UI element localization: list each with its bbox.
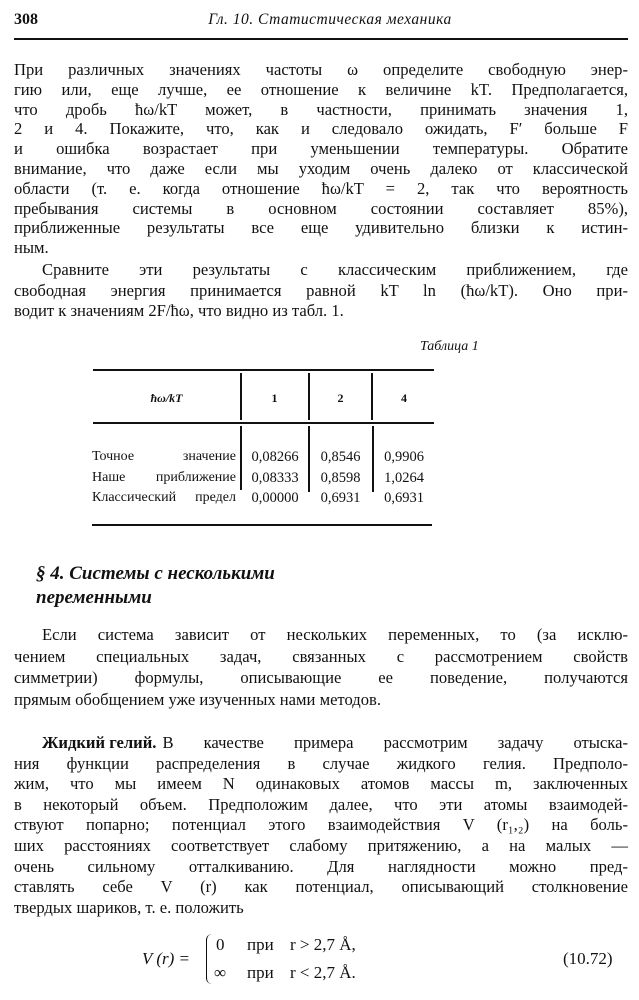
equation-lhs: V (r) = <box>142 949 190 968</box>
table-row-label: Классический предел <box>92 490 236 505</box>
table-cell: 0,6931 <box>320 490 361 506</box>
table-column-divider <box>308 426 310 492</box>
table-header-rule <box>93 422 434 424</box>
case-value: 0 <box>216 935 225 954</box>
left-brace <box>206 934 213 984</box>
table-cell: 0,8598 <box>320 469 361 486</box>
text-line: чением специальных задач, связанных с ра… <box>14 646 628 666</box>
text-line: прямым обобщением уже изученных нами мет… <box>14 689 382 709</box>
text-line: жим, что мы имеем N одинаковых атомов ма… <box>14 774 628 794</box>
section-heading-line: § 4. Системы с несколькими <box>36 563 275 584</box>
table-header-col: 4 <box>401 391 407 405</box>
text-line: очень сильному отталкиванию. Для наглядн… <box>14 856 628 876</box>
case-word: при <box>247 935 274 954</box>
table-header-col: 1 <box>271 391 278 405</box>
text-line: твердых шариков, т. е. положить <box>14 897 244 917</box>
table-cell: 0,08266 <box>251 449 299 465</box>
table-header-col: 2 <box>337 391 344 405</box>
text-line: симметрии) формулы, описывающие ее повед… <box>14 668 628 687</box>
text-line: что дробь ħω/kT может, в частности, прин… <box>14 99 628 119</box>
page-number: 308 <box>14 11 38 28</box>
run-in-heading: Жидкий гелий. <box>42 733 157 752</box>
equation-number: (10.72) <box>563 949 613 968</box>
table-cell: 0,08333 <box>251 469 299 486</box>
table-column-divider <box>371 373 373 420</box>
table-column-divider <box>240 426 242 490</box>
text-line: водит к значениям 2F/ħω, что видно из та… <box>14 301 344 320</box>
table-bottom-rule <box>92 524 432 526</box>
header-rule <box>14 38 628 40</box>
text-line: области (т. е. когда отношение ħω/kT = 2… <box>14 178 628 198</box>
table-cell: 0,9906 <box>384 449 424 465</box>
table-column-divider <box>308 373 310 420</box>
text-line: приближенные результаты все еще удивител… <box>14 218 628 238</box>
section-heading-line: переменными <box>36 587 152 608</box>
text-line: в некоторый объем. Предположим далее, чт… <box>14 794 628 814</box>
text-line: При различных значениях частоты ω опреде… <box>14 60 628 79</box>
table-row-label: Наше приближение <box>92 469 236 485</box>
table-cell: 1,0264 <box>384 469 424 486</box>
text-line: ния функции распределения в случае жидко… <box>14 753 628 773</box>
text-line: ствуют попарно; потенциал этого взаимоде… <box>14 815 628 835</box>
running-title: Гл. 10. Статистическая механика <box>208 11 452 28</box>
text-line: Жидкий гелий. В качестве примера рассмотр… <box>42 733 628 753</box>
case-condition: r > 2,7 Å, <box>290 935 356 954</box>
text-line: Если система зависит от нескольких перем… <box>42 625 628 644</box>
table-column-divider <box>372 426 374 492</box>
text-line: ставлять себе V (r) как потенциал, описы… <box>14 877 628 897</box>
case-condition: r < 2,7 Å. <box>290 963 356 982</box>
case-word: при <box>247 963 274 982</box>
text-line: Сравните эти результаты с классическим п… <box>42 260 628 279</box>
text-line-rest: В качестве примера рассмотрим задачу оты… <box>162 733 628 752</box>
table-header-variable: ħω/kT <box>150 391 183 405</box>
text-line: и ошибка возрастает при уменьшении темпе… <box>14 139 628 159</box>
case-value: ∞ <box>214 963 227 982</box>
table-top-rule <box>93 369 434 371</box>
text-line: пребывания системы в основном состоянии … <box>14 198 628 218</box>
text-line: гию или, еще лучше, ее отношение к велич… <box>14 79 628 99</box>
table-caption: Таблица 1 <box>420 339 479 354</box>
table-cell: 0,6931 <box>384 490 424 506</box>
table-column-divider <box>240 373 242 420</box>
text-line: ным. <box>14 238 49 258</box>
table-cell: 0,8546 <box>320 449 361 465</box>
text-line: свободная энергия принимается равной kT … <box>14 280 628 300</box>
text-line: внимание, что даже если мы уходим очень … <box>14 159 628 178</box>
text-line: ших расстояниях соответствует слабому пр… <box>14 836 628 855</box>
text-line: 2 и 4. Покажите, что, как и следовало ож… <box>14 119 628 139</box>
table-cell: 0,00000 <box>251 490 299 506</box>
table-row-label: Точное значение <box>92 449 236 464</box>
